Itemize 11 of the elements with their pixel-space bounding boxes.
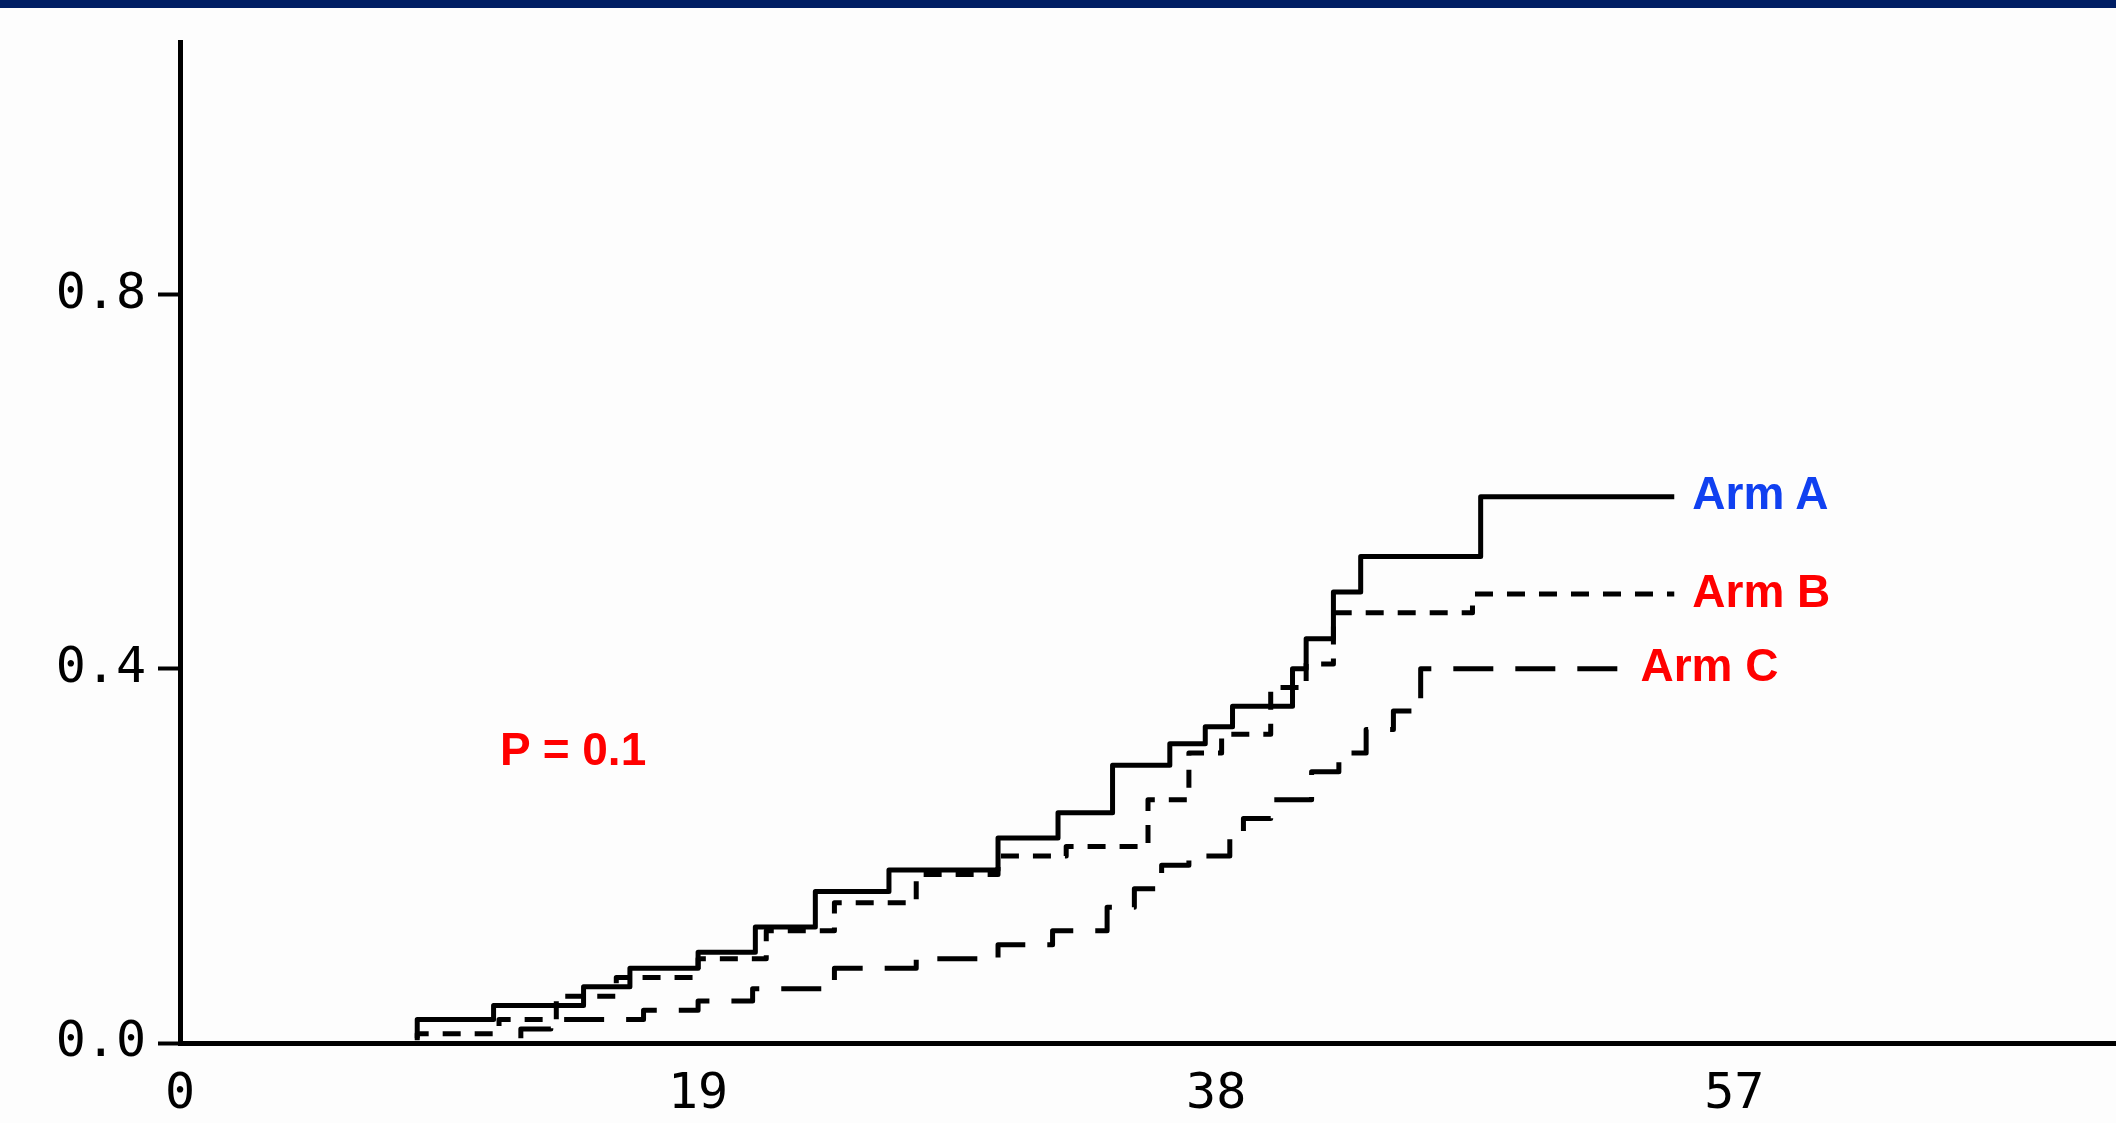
annotation: P = 0.1 (500, 722, 647, 775)
series-label: Arm A (1692, 467, 1829, 520)
x-tick-label: 19 (667, 1061, 729, 1120)
series-label: Arm B (1692, 564, 1831, 617)
x-tick-label: 57 (1704, 1061, 1765, 1120)
y-tick-label: 0.4 (55, 635, 146, 694)
y-tick-label: 0.0 (55, 1009, 146, 1068)
x-tick-label: 0 (164, 1061, 196, 1120)
series-label: Arm C (1640, 639, 1779, 692)
x-tick-label: 38 (1186, 1061, 1247, 1120)
y-tick-label: 0.8 (55, 261, 146, 320)
